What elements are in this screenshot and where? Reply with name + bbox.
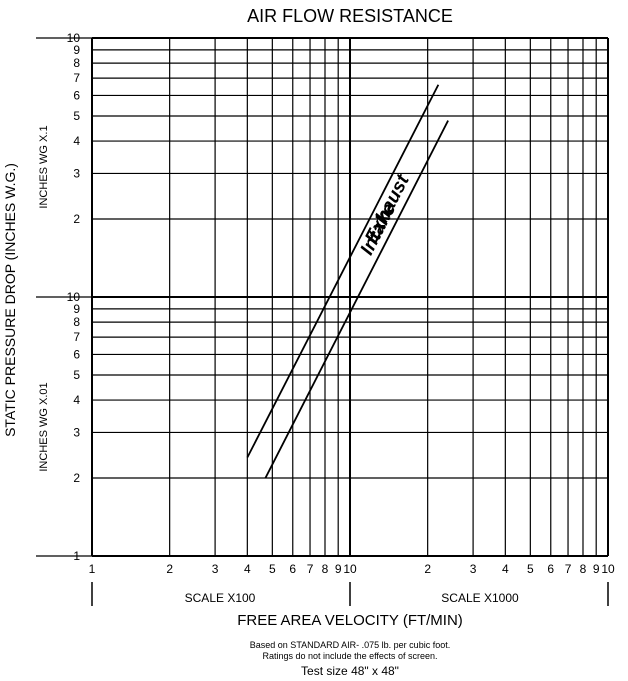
y-tick-label: 4 bbox=[73, 393, 80, 407]
x-tick-label: 9 bbox=[593, 562, 600, 576]
y-tick-label: 5 bbox=[73, 109, 80, 123]
x-tick-label: 5 bbox=[269, 562, 276, 576]
series-line-intake bbox=[264, 120, 449, 479]
y-tick-label: 6 bbox=[73, 347, 80, 361]
series-line-exhaust bbox=[246, 84, 440, 458]
x-tick-label: 10 bbox=[343, 562, 357, 576]
note-standard-air: Based on STANDARD AIR- .075 lb. per cubi… bbox=[249, 640, 451, 650]
x-tick-label: 5 bbox=[527, 562, 534, 576]
y-tick-label: 4 bbox=[73, 134, 80, 148]
x-tick-label: 7 bbox=[565, 562, 572, 576]
y-tick-label: 2 bbox=[73, 471, 80, 485]
y-tick-label: 8 bbox=[73, 56, 80, 70]
x-tick-label: 9 bbox=[335, 562, 342, 576]
x-scale-label-100: SCALE X100 bbox=[184, 591, 256, 605]
x-tick-label: 3 bbox=[212, 562, 219, 576]
note-screen: Ratings do not include the effects of sc… bbox=[262, 651, 438, 661]
y-tick-label: 3 bbox=[73, 425, 80, 439]
y-tick-label: 8 bbox=[73, 315, 80, 329]
y-tick-label: 3 bbox=[73, 166, 80, 180]
x-tick-label: 2 bbox=[424, 562, 431, 576]
series-label-intake: Intake bbox=[357, 200, 401, 259]
x-axis-label: FREE AREA VELOCITY (FT/MIN) bbox=[237, 612, 463, 629]
y-tick-label: 2 bbox=[73, 212, 80, 226]
x-tick-label: 1 bbox=[89, 562, 96, 576]
x-scale-label-1000: SCALE X1000 bbox=[441, 591, 519, 605]
x-tick-label: 8 bbox=[580, 562, 587, 576]
x-tick-label: 7 bbox=[307, 562, 314, 576]
x-tick-label: 4 bbox=[502, 562, 509, 576]
y-tick-label: 7 bbox=[73, 71, 80, 85]
x-tick-label: 3 bbox=[470, 562, 477, 576]
y-tick-label: 10 bbox=[67, 31, 81, 45]
note-test-size: Test size 48" x 48" bbox=[301, 664, 399, 678]
x-tick-label: 4 bbox=[244, 562, 251, 576]
chart-title: AIR FLOW RESISTANCE bbox=[247, 6, 453, 26]
y-tick-label: 9 bbox=[73, 302, 80, 316]
y-tick-label: 1 bbox=[73, 549, 80, 563]
x-tick-label: 6 bbox=[289, 562, 296, 576]
y-tick-label: 9 bbox=[73, 43, 80, 57]
x-tick-label: 10 bbox=[601, 562, 615, 576]
x-tick-label: 8 bbox=[322, 562, 329, 576]
x-tick-label: 6 bbox=[547, 562, 554, 576]
y-tick-label: 10 bbox=[67, 290, 81, 304]
y-tick-label: 7 bbox=[73, 330, 80, 344]
y-tick-label: 5 bbox=[73, 368, 80, 382]
x-tick-label: 2 bbox=[166, 562, 173, 576]
y-tick-label: 6 bbox=[73, 88, 80, 102]
